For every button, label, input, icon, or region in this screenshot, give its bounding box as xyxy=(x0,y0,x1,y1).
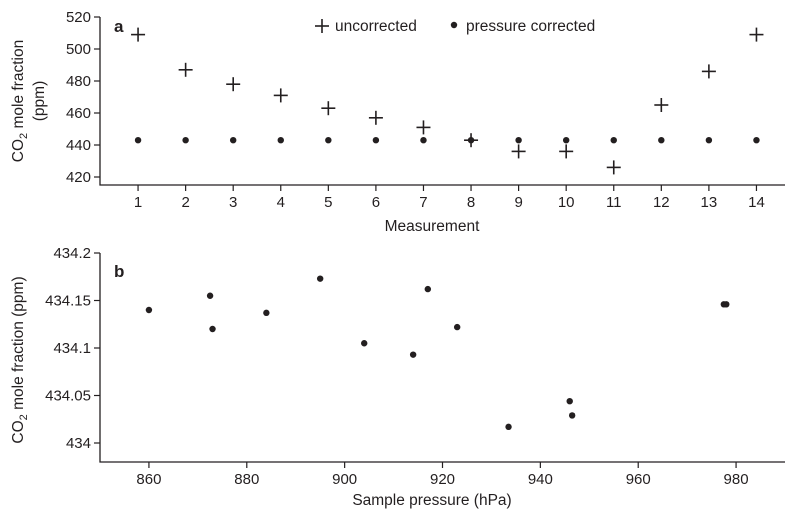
data-point-plus xyxy=(511,144,526,159)
panel-a-y-axis-title-line2: (ppm) xyxy=(31,81,48,121)
y-tick-label: 434 xyxy=(66,435,91,452)
data-point-dot xyxy=(372,137,380,144)
x-tick-label: 3 xyxy=(229,194,237,211)
x-tick-label: 12 xyxy=(653,194,670,211)
data-point-plus xyxy=(749,27,764,42)
y-tick-label: 434.1 xyxy=(53,340,91,357)
x-tick-label: 10 xyxy=(558,194,575,211)
panel-a-points xyxy=(131,27,764,175)
panel-b-points xyxy=(145,275,730,431)
data-point-dot xyxy=(515,137,522,144)
data-point-plus xyxy=(321,101,336,116)
x-tick-label: 7 xyxy=(419,194,427,211)
panel-a-legend: uncorrected pressure corrected xyxy=(315,18,595,35)
data-point-dot xyxy=(420,137,427,144)
data-point-plus xyxy=(368,110,383,125)
y-tick-label: 434.05 xyxy=(45,388,91,405)
data-point-dot xyxy=(263,309,270,317)
data-point-dot xyxy=(467,137,475,144)
data-point-dot xyxy=(182,137,189,144)
data-point-plus xyxy=(226,77,241,92)
panel-a-y-axis-title-line1: CO2 mole fraction xyxy=(10,40,30,162)
data-point-plus xyxy=(606,160,621,175)
data-point-dot xyxy=(505,423,512,431)
legend-uncorrected-label: uncorrected xyxy=(335,18,417,35)
data-point-dot xyxy=(424,285,432,293)
panel-a-letter: a xyxy=(114,17,124,36)
panel-a: a 1 2 3 4 5 6 7 8 9 10 11 12 13 14 420440460480500520… xyxy=(10,9,785,235)
data-point-dot xyxy=(209,325,216,333)
y-tick-label: 460 xyxy=(66,105,91,122)
x-tick-label: 4 xyxy=(277,194,285,211)
x-tick-label: 880 xyxy=(234,471,259,488)
panel-b-x-ticks: 860 880 900 920 940 960 980 xyxy=(136,462,749,488)
x-tick-label: 980 xyxy=(724,471,749,488)
data-point-dot xyxy=(145,306,153,314)
y-tick-label: 480 xyxy=(66,73,91,90)
data-point-dot xyxy=(705,137,713,144)
data-point-plus xyxy=(701,64,716,79)
data-point-plus xyxy=(559,144,574,159)
data-point-plus xyxy=(178,62,193,77)
data-point-dot xyxy=(134,137,142,144)
x-tick-label: 9 xyxy=(514,194,522,211)
x-tick-label: 860 xyxy=(136,471,161,488)
panel-a-x-ticks: 1 2 3 4 5 6 7 8 9 10 11 12 13 14 xyxy=(134,185,765,211)
panel-b-letter: b xyxy=(114,262,124,281)
data-point-dot xyxy=(723,301,730,308)
x-tick-label: 8 xyxy=(467,194,475,211)
x-tick-label: 1 xyxy=(134,194,142,211)
x-tick-label: 900 xyxy=(332,471,357,488)
legend-pressure-corrected-label: pressure corrected xyxy=(466,18,595,35)
x-tick-label: 940 xyxy=(528,471,553,488)
y-tick-label: 434.15 xyxy=(45,293,91,310)
data-point-dot xyxy=(562,137,570,144)
y-tick-label: 520 xyxy=(66,9,91,26)
panel-a-x-axis-title: Measurement xyxy=(385,218,480,235)
data-point-dot xyxy=(453,323,461,331)
panel-b-axes xyxy=(99,253,785,463)
data-point-dot xyxy=(325,137,332,144)
legend-dot-marker xyxy=(450,21,458,29)
data-point-dot xyxy=(658,137,665,144)
data-point-plus xyxy=(654,98,669,112)
data-point-dot xyxy=(361,340,368,347)
x-tick-label: 6 xyxy=(372,194,380,211)
data-point-dot xyxy=(409,351,417,358)
data-point-dot xyxy=(610,137,617,144)
x-tick-label: 5 xyxy=(324,194,332,211)
data-point-plus xyxy=(273,88,288,103)
data-point-dot xyxy=(229,137,237,144)
data-point-dot xyxy=(566,398,573,405)
data-point-plus xyxy=(131,27,146,42)
x-tick-label: 960 xyxy=(626,471,651,488)
data-point-dot xyxy=(277,137,284,144)
x-tick-label: 13 xyxy=(701,194,718,211)
x-tick-label: 2 xyxy=(181,194,189,211)
panel-b: b 860 880 900 920 940 960 980 434434.05434.143… xyxy=(10,245,785,509)
y-tick-label: 434.2 xyxy=(53,245,91,262)
data-point-plus xyxy=(416,120,431,135)
y-tick-label: 420 xyxy=(66,169,91,186)
x-tick-label: 920 xyxy=(430,471,455,488)
x-tick-label: 14 xyxy=(748,194,765,211)
panel-a-y-ticks: 420 440 460 480 500 520 xyxy=(66,9,100,186)
y-tick-label: 500 xyxy=(66,41,91,58)
panel-b-y-axis-title: CO2 mole fraction (ppm) xyxy=(10,276,30,443)
panel-b-x-axis-title: Sample pressure (hPa) xyxy=(352,492,511,509)
panel-b-y-ticks: 434 434.05 434.1 434.15 434.2 xyxy=(45,245,100,452)
data-point-dot xyxy=(753,137,760,144)
y-tick-label: 440 xyxy=(66,137,91,154)
x-tick-label: 11 xyxy=(606,194,622,211)
data-point-dot xyxy=(568,412,576,419)
data-point-dot xyxy=(206,292,214,299)
data-point-dot xyxy=(316,275,324,282)
panel-a-axes xyxy=(99,17,785,186)
